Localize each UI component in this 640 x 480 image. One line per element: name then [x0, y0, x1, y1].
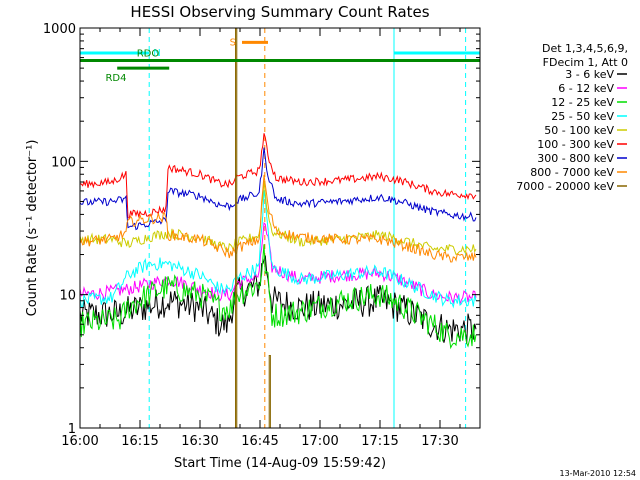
flag-label-rdo: RDO [137, 49, 160, 60]
series-line-25-50kev [79, 190, 477, 309]
legend-entry-label: 50 - 100 keV [544, 124, 614, 137]
legend-entry-label: 100 - 300 keV [537, 138, 614, 151]
y-tick-label: 100 [51, 155, 76, 170]
chart-title: HESSI Observing Summary Count Rates [130, 3, 429, 21]
flag-label-s: S [230, 37, 236, 48]
y-tick-label: 1000 [43, 22, 76, 37]
legend-entry-label: 300 - 800 keV [537, 152, 614, 165]
legend-entry-label: 3 - 6 keV [565, 68, 614, 81]
legend-entry-label: 25 - 50 keV [551, 110, 614, 123]
x-tick-label: 17:15 [361, 434, 398, 449]
series-line-300-800kev [79, 147, 477, 231]
x-tick-label: 16:15 [121, 434, 158, 449]
legend-entry-label: 7000 - 20000 keV [516, 180, 614, 193]
x-tick-label: 16:45 [241, 434, 278, 449]
series-line-12-25kev [79, 244, 477, 350]
x-tick-label: 16:00 [61, 434, 98, 449]
footer-timestamp: 13-Mar-2010 12:54 [560, 469, 637, 478]
series-line-100-300kev [79, 133, 477, 220]
x-tick-label: 17:30 [421, 434, 458, 449]
series-line-50-100kev [79, 180, 477, 255]
legend-header-line: Det 1,3,4,5,6,9, [542, 42, 628, 55]
legend-entry-label: 12 - 25 keV [551, 96, 614, 109]
y-tick-label: 1 [68, 422, 76, 437]
x-tick-label: 16:30 [181, 434, 218, 449]
flag-label-n: N [153, 48, 160, 59]
legend-header-line: FDecim 1, Att 0 [543, 56, 628, 69]
x-axis-label: Start Time (14-Aug-09 15:59:42) [174, 456, 386, 471]
y-axis-label: Count Rate (s⁻¹ detector⁻¹) [25, 140, 40, 317]
series-line-800-7000kev [79, 174, 477, 263]
flag-label-rd4: RD4 [105, 73, 126, 84]
series-line-3-6kev [79, 255, 477, 344]
x-tick-label: 17:00 [301, 434, 338, 449]
plot-area [80, 28, 480, 428]
legend-entry-label: 6 - 12 keV [558, 82, 614, 95]
y-tick-label: 10 [59, 289, 76, 304]
legend-entry-label: 800 - 7000 keV [530, 166, 614, 179]
